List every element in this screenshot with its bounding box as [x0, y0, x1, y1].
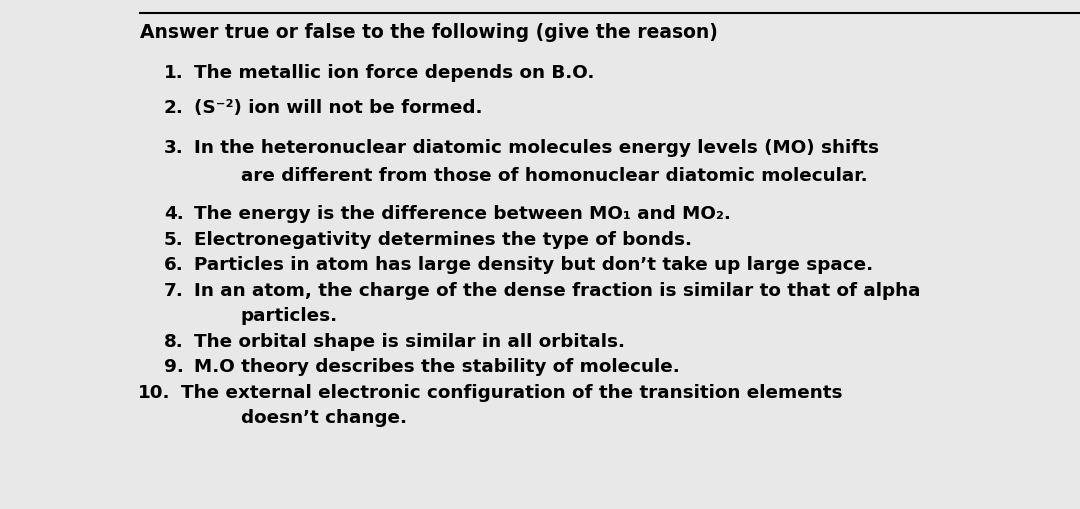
Text: 2.: 2. [164, 99, 184, 117]
Text: 5.: 5. [164, 230, 184, 248]
Text: In an atom, the charge of the dense fraction is similar to that of alpha: In an atom, the charge of the dense frac… [194, 281, 921, 299]
Text: The external electronic configuration of the transition elements: The external electronic configuration of… [181, 383, 843, 401]
Text: M.O theory describes the stability of molecule.: M.O theory describes the stability of mo… [194, 357, 680, 375]
Text: 4.: 4. [164, 205, 184, 222]
Text: 10.: 10. [138, 383, 171, 401]
Text: 9.: 9. [164, 357, 184, 375]
Text: (S⁻²) ion will not be formed.: (S⁻²) ion will not be formed. [194, 99, 483, 117]
Text: The energy is the difference between MO₁ and MO₂.: The energy is the difference between MO₁… [194, 205, 731, 222]
Text: particles.: particles. [241, 306, 338, 324]
Text: Answer true or false to the following (give the reason): Answer true or false to the following (g… [140, 23, 718, 42]
Text: 8.: 8. [164, 332, 184, 350]
Text: Particles in atom has large density but don’t take up large space.: Particles in atom has large density but … [194, 256, 874, 273]
Text: 3.: 3. [164, 138, 184, 156]
Text: 6.: 6. [164, 256, 184, 273]
Text: Electronegativity determines the type of bonds.: Electronegativity determines the type of… [194, 230, 692, 248]
Text: doesn’t change.: doesn’t change. [241, 408, 407, 426]
Text: The orbital shape is similar in all orbitals.: The orbital shape is similar in all orbi… [194, 332, 625, 350]
Text: 1.: 1. [164, 64, 184, 81]
Text: are different from those of homonuclear diatomic molecular.: are different from those of homonuclear … [241, 167, 867, 185]
Text: In the heteronuclear diatomic molecules energy levels (MO) shifts: In the heteronuclear diatomic molecules … [194, 138, 879, 156]
Text: The metallic ion force depends on B.O.: The metallic ion force depends on B.O. [194, 64, 595, 81]
Text: 7.: 7. [164, 281, 184, 299]
